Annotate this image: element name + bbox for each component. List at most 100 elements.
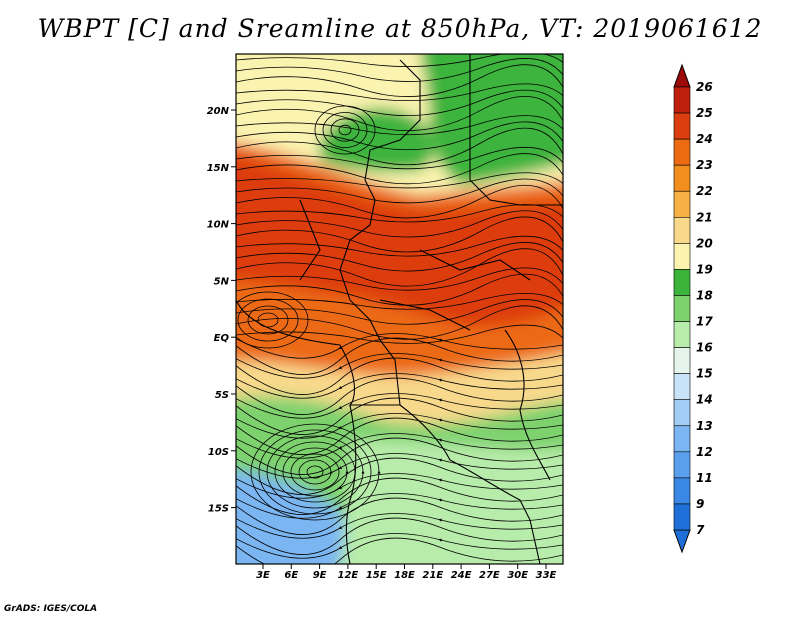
streamlines: [236, 54, 563, 564]
lat-label: 5N: [214, 276, 230, 287]
lon-label: 24E: [451, 570, 472, 581]
streamline: [236, 417, 563, 455]
streamline: [236, 273, 563, 306]
lat-label: 10N: [207, 220, 230, 231]
streamline: [236, 337, 563, 375]
colorbar-label: 15: [696, 367, 713, 381]
colorbar-label: 20: [696, 236, 713, 250]
colorbar-label: 19: [696, 262, 713, 276]
colorbar-bottom-arrow: [673, 529, 691, 554]
colorbar-label: 24: [696, 132, 713, 146]
streamline: [322, 112, 368, 148]
streamline: [236, 333, 563, 359]
chart-title: WBPT [C] and Sreamline at 850hPa, VT: 20…: [37, 14, 763, 43]
colorbar-label: 23: [696, 158, 713, 172]
lat-label: 5S: [215, 390, 229, 401]
streamline: [236, 517, 563, 555]
streamline: [236, 537, 563, 564]
streamline: [236, 172, 563, 189]
field-red-band: [236, 154, 563, 327]
colorbar-segment: [673, 216, 691, 244]
colorbar-label: 12: [696, 445, 713, 459]
streamline: [236, 146, 563, 170]
streamline: [250, 423, 381, 521]
colorbar-label: 11: [696, 471, 713, 485]
lat-label: EQ: [214, 333, 230, 344]
streamline: [330, 118, 360, 142]
lon-label: 12E: [338, 570, 359, 581]
streamline: [236, 248, 563, 287]
streamline: [236, 267, 563, 291]
lon-label: 21E: [422, 570, 443, 581]
streamline: [236, 115, 563, 136]
colorbar-segment: [673, 425, 691, 453]
streamline: [247, 305, 289, 335]
streamline: [236, 242, 563, 272]
streamline: [236, 83, 563, 102]
streamline: [236, 178, 563, 204]
colorbar-segment: [673, 477, 691, 505]
streamline: [338, 124, 352, 136]
colorbar-label: 22: [696, 184, 713, 198]
streamline: [236, 513, 563, 539]
colorbar-segment: [673, 164, 691, 192]
streamline: [236, 96, 563, 132]
lat-label: 15S: [208, 504, 229, 515]
colorbar-segment: [673, 269, 691, 296]
streamline: [236, 184, 563, 219]
streamline: [236, 413, 563, 439]
lon-label: 3E: [256, 570, 270, 581]
streamline: [236, 210, 563, 238]
colorbar-segment: [673, 347, 691, 374]
longitude-axis: 3E 6E 9E 12E 15E 18E 21E 24E 27E 30E 33E: [256, 564, 557, 581]
streamline: [236, 216, 563, 253]
colorbar-segment: [673, 190, 691, 218]
colorbar: 26 25 24 23 22 21 20 19 18 17 16 15 14 13 12 11 9 7: [673, 63, 713, 554]
lon-label: 9E: [313, 570, 327, 581]
colorbar-segment: [673, 138, 691, 166]
streamline: [282, 447, 349, 497]
colorbar-segment: [673, 373, 691, 401]
lat-label: 15N: [207, 163, 230, 174]
colorbar-segment: [673, 321, 691, 348]
streamline: [236, 377, 563, 415]
colorbar-top-arrow: [673, 63, 691, 88]
grads-credit: GrADS: IGES/COLA: [4, 604, 98, 614]
colorbar-segment: [673, 86, 691, 114]
streamline: [306, 465, 324, 479]
lat-label: 10S: [208, 447, 229, 458]
field-south-lightgreen: [341, 440, 563, 564]
colorbar-segment: [673, 243, 691, 270]
streamline: [236, 433, 563, 459]
streamline: [236, 58, 563, 82]
field-north-green: [421, 54, 563, 185]
streamline: [298, 459, 333, 485]
colorbar-segment: [673, 503, 691, 531]
streamline: [236, 54, 563, 67]
map-frame: [235, 53, 564, 565]
streamline: [237, 298, 299, 342]
colorbar-segment: [673, 399, 691, 427]
colorbar-label: 7: [696, 523, 705, 537]
lat-label: 20N: [207, 106, 230, 117]
streamline: [236, 453, 563, 479]
colorbar-label: 13: [696, 419, 713, 433]
streamline: [236, 393, 563, 419]
colorbar-label: 17: [696, 315, 713, 329]
streamline: [236, 64, 563, 97]
lon-label: 30E: [507, 570, 528, 581]
field-sahel-green: [320, 108, 434, 172]
lon-label: 15E: [366, 570, 387, 581]
colorbar-label: 25: [696, 106, 713, 120]
lon-label: 18E: [394, 570, 415, 581]
streamline: [236, 477, 563, 515]
colorbar-label: 26: [696, 80, 713, 94]
streamline: [236, 533, 563, 559]
streamline: [236, 299, 563, 325]
colorbar-label: 14: [696, 393, 713, 407]
streamline: [290, 453, 340, 491]
streamline: [236, 291, 309, 349]
colorbar-label: 21: [696, 210, 713, 224]
colorbar-segment: [673, 295, 691, 322]
lon-label: 6E: [284, 570, 298, 581]
